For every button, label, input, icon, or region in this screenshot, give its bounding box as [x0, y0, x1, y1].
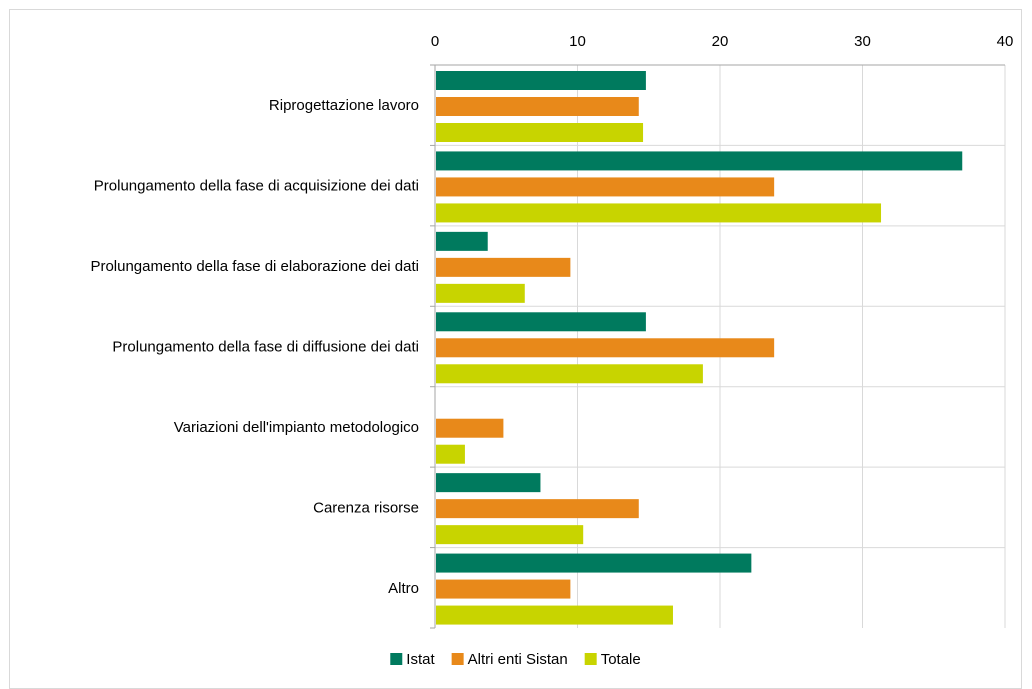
category-label: Altro: [388, 580, 419, 597]
bar-totale: [436, 444, 465, 464]
bar-istat: [436, 71, 646, 90]
bar-altri-enti-sistan: [436, 499, 639, 519]
x-tick-label: 30: [854, 33, 871, 50]
bar-totale: [436, 123, 644, 142]
legend-swatch: [584, 653, 597, 665]
legend-swatch: [390, 653, 403, 665]
legend-swatch: [451, 653, 464, 665]
bar-altri-enti-sistan: [436, 257, 571, 277]
bar-totale: [436, 364, 703, 384]
category-label: Prolungamento della fase di diffusione d…: [112, 339, 419, 356]
x-tick-label: 40: [997, 33, 1014, 50]
x-tick-label: 20: [712, 33, 729, 50]
bar-totale: [436, 283, 525, 303]
bar-altri-enti-sistan: [436, 579, 571, 599]
legend-label: Istat: [406, 651, 435, 668]
x-tick-label: 0: [431, 33, 439, 50]
category-label: Carenza risorse: [313, 499, 419, 516]
bars: [436, 71, 963, 625]
category-label: Prolungamento della fase di acquisizione…: [94, 178, 419, 195]
axes: [430, 64, 1005, 629]
category-label: Prolungamento della fase di elaborazione…: [90, 258, 419, 275]
bar-istat: [436, 151, 963, 171]
bar-totale: [436, 525, 584, 545]
bar-istat: [436, 312, 646, 332]
category-label: Riprogettazione lavoro: [269, 97, 419, 114]
bar-istat: [436, 553, 752, 573]
bar-altri-enti-sistan: [436, 177, 775, 197]
bar-altri-enti-sistan: [436, 97, 639, 116]
bar-totale: [436, 605, 673, 625]
legend-label: Altri enti Sistan: [468, 651, 568, 668]
bar-altri-enti-sistan: [436, 338, 775, 358]
bar-istat: [436, 473, 541, 493]
category-label: Variazioni dell'impianto metodologico: [174, 419, 419, 436]
legend-label: Totale: [601, 651, 641, 668]
category-labels: Riprogettazione lavoro Prolungamento dell…: [90, 97, 419, 597]
bar-istat: [436, 231, 488, 251]
bar-totale: [436, 203, 882, 223]
legend: Istat Altri enti Sistan Totale: [390, 651, 641, 668]
bar-altri-enti-sistan: [436, 418, 504, 438]
x-tick-label: 10: [569, 33, 586, 50]
x-tick-labels: 0 10 20 30 40: [431, 33, 1014, 50]
